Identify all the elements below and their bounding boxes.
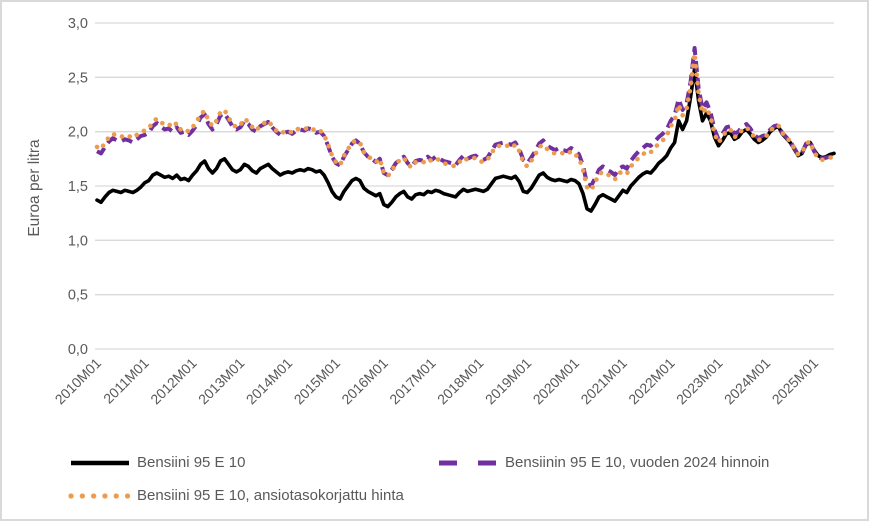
y-tick-label: 3,0 [68, 16, 88, 32]
y-tick-label: 1,0 [68, 233, 88, 249]
x-tick-label: 2023M01 [673, 355, 726, 408]
y-tick-label: 0,0 [68, 342, 88, 358]
x-tick-label: 2020M01 [530, 355, 583, 408]
x-tick-label: 2022M01 [625, 355, 678, 408]
x-tick-label: 2017M01 [386, 355, 439, 408]
series-line-1-dashed [96, 46, 835, 188]
x-tick-label: 2015M01 [291, 355, 344, 408]
x-tick-label: 2012M01 [147, 355, 200, 408]
x-tick-label: 2021M01 [577, 355, 630, 408]
x-tick-label: 2016M01 [338, 355, 391, 408]
y-tick-label: 0,5 [68, 288, 88, 304]
x-tick-label: 2018M01 [434, 355, 487, 408]
x-tick-label: 2013M01 [195, 355, 248, 408]
x-tick-label: 2010M01 [52, 355, 105, 408]
y-tick-label: 2,5 [68, 70, 88, 86]
x-tick-label: 2025M01 [769, 355, 822, 408]
series-line-0-solid [95, 66, 836, 213]
x-tick-label: 2024M01 [721, 355, 774, 408]
y-tick-label: 2,0 [68, 125, 88, 141]
series-line-2-dotted [94, 51, 837, 193]
x-tick-label: 2014M01 [243, 355, 296, 408]
x-tick-label: 2019M01 [482, 355, 535, 408]
y-tick-label: 1,5 [68, 179, 88, 195]
x-tick-label: 2011M01 [100, 355, 152, 407]
